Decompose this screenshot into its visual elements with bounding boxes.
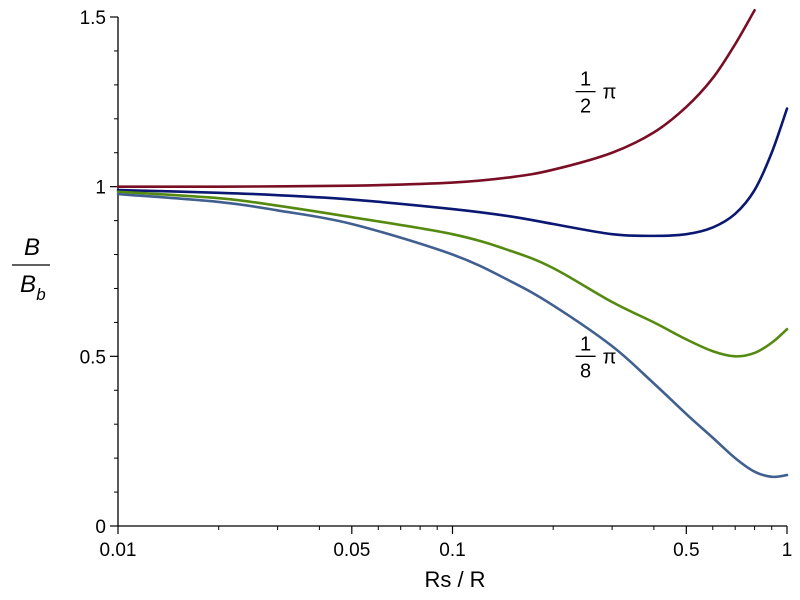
axes: 0 0.5 1 1.5 0.01 0.05 0.1 0.5 1 [80,8,793,561]
fraction-denominator: 2 [580,96,591,118]
pi-symbol: π [603,346,617,368]
x-tick-label: 0.01 [100,540,137,561]
y-axis-subscript: b [36,285,45,304]
y-tick-label: 1 [95,178,106,199]
fraction-denominator: 8 [580,360,591,382]
x-tick-label: 0.5 [673,540,699,561]
series-layer [116,8,789,479]
x-tick-label: 0.05 [333,540,370,561]
y-tick-label: 0.5 [80,347,106,368]
x-tick-label: 1 [782,540,793,561]
fraction-numerator: 1 [580,69,591,91]
pi-symbol: π [603,82,617,104]
series-line-4 [116,192,789,479]
series-line-3 [116,190,789,358]
series-line-2 [116,107,789,238]
fraction-label-2: 1 8π [575,333,617,382]
y-axis-denominator: B [20,271,36,298]
y-tick-label: 0 [95,517,106,538]
series-line-1 [116,8,756,189]
y-tick-label: 1.5 [80,8,106,29]
fraction-label-1: 1 2π [575,69,617,118]
x-axis-title: Rs / R [424,567,485,592]
y-axis-numerator: B [24,234,40,261]
fraction-numerator: 1 [580,333,591,355]
x-tick-label: 0.1 [439,540,465,561]
y-axis-title: B B b [12,234,50,304]
